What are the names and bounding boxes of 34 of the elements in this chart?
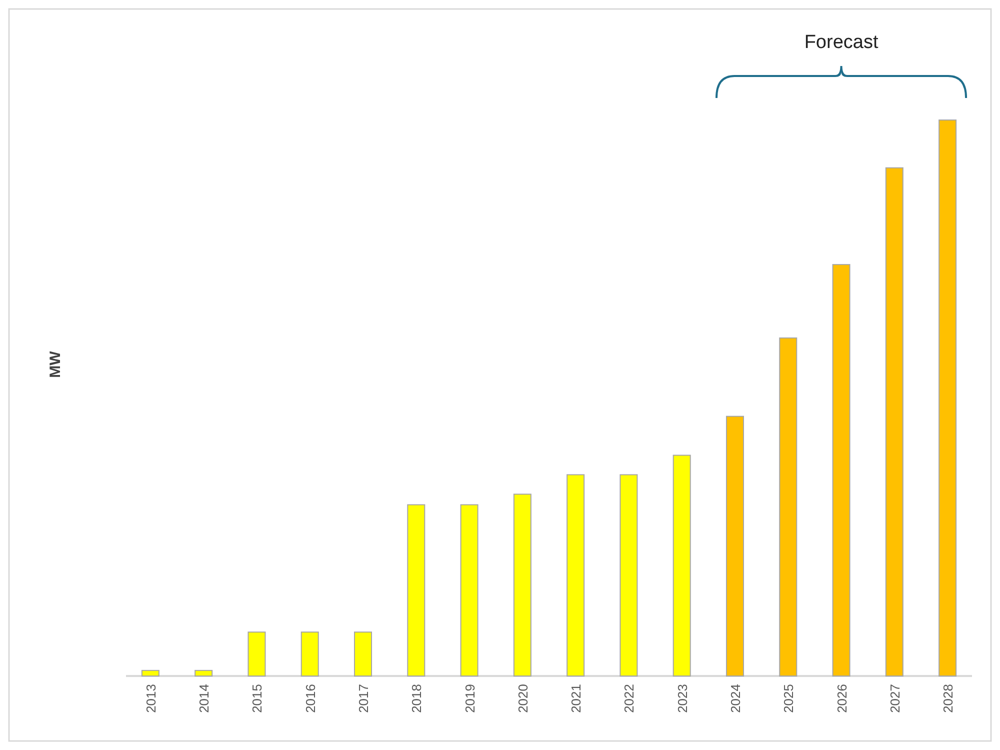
x-tick-label: 2020 — [515, 684, 530, 713]
x-tick-label: 2021 — [568, 684, 584, 713]
bar — [779, 337, 798, 676]
x-tick-label: 2015 — [250, 684, 265, 713]
y-axis-title: MW — [47, 350, 64, 378]
bar — [354, 632, 372, 676]
bar — [832, 264, 850, 676]
bar — [194, 670, 213, 676]
x-tick-label: 2026 — [834, 684, 850, 713]
x-tick-label: 2013 — [143, 684, 158, 713]
bar — [460, 504, 478, 676]
bar — [885, 167, 904, 676]
x-tick-label: 2023 — [674, 684, 690, 713]
x-tick-label: 2014 — [196, 684, 212, 713]
bar — [566, 474, 585, 676]
x-tick-label: 2027 — [887, 684, 902, 713]
x-tick-label: 2022 — [622, 684, 637, 713]
bar — [726, 416, 744, 676]
x-tick-label: 2016 — [302, 684, 318, 713]
bar — [407, 504, 426, 676]
x-tick-label: 2019 — [462, 684, 478, 713]
bar — [620, 474, 638, 676]
bar — [300, 632, 319, 676]
x-tick-label: 2028 — [940, 684, 956, 713]
bar — [938, 120, 957, 676]
text: Forecast — [804, 32, 879, 53]
bar — [513, 494, 532, 676]
x-tick-label: 2024 — [728, 684, 743, 713]
x-tick-label: 2017 — [356, 684, 372, 713]
bar — [672, 454, 691, 676]
bar — [141, 670, 160, 676]
x-tick-label: 2018 — [409, 684, 424, 713]
bar — [248, 632, 266, 676]
x-tick-label: 2025 — [781, 684, 796, 713]
